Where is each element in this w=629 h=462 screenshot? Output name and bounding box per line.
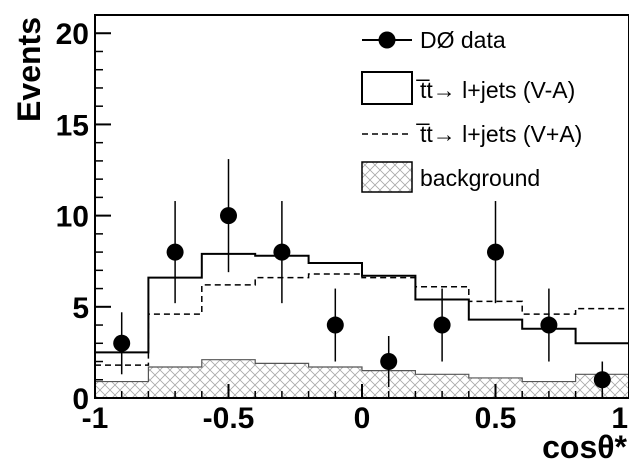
y-tick-label: 10 [56,201,89,234]
y-tick-label: 0 [72,383,89,416]
axis-ticks-layer: 0 5 10 15 20 -1 -0.5 0 0.5 1 [56,18,629,435]
data-point [540,316,558,334]
legend-label-vpa: t̅t→ l+jets (V+A) [416,121,582,147]
vpa-histogram-layer [95,273,629,366]
data-point [273,243,291,261]
legend-label-background: background [420,165,540,191]
x-tick-label: 1 [611,402,628,435]
legend-label-va: t̅t→ l+jets (V-A) [416,77,575,103]
x-tick-label: -1 [82,402,109,435]
y-tick-label: 5 [72,292,89,325]
legend-label-data: DØ data [420,27,506,53]
va-histogram-line [95,252,629,354]
legend-va-box-icon [361,71,413,105]
data-point [433,316,451,334]
legend-entry-data: DØ data [362,27,506,53]
x-tick-label: 0 [354,402,371,435]
legend-entry-background: background [361,161,540,193]
legend-entry-va: t̅t→ l+jets (V-A) [361,71,575,105]
vpa-histogram-line [95,273,629,366]
data-point [220,207,237,225]
data-point [593,371,611,389]
x-tick-label: -0.5 [203,402,255,435]
data-point [113,334,131,352]
legend-entry-vpa: t̅t→ l+jets (V+A) [362,121,582,147]
data-point [380,353,398,371]
legend-background-hatch-icon [361,161,413,193]
va-histogram-layer [95,252,629,354]
x-axis-title: cosθ* [542,429,627,462]
y-tick-label: 20 [56,18,89,51]
data-points-layer [113,159,611,398]
background-histogram-outline [95,359,629,383]
y-axis-title: Events [11,17,47,122]
data-point [166,243,184,261]
legend-data-marker-icon [378,31,396,49]
data-point [487,243,504,261]
legend: DØ data t̅t→ l+jets (V-A) t̅t→ l+jets (V… [361,27,582,193]
x-tick-label: 0.5 [475,402,517,435]
data-point [326,316,344,334]
y-tick-label: 15 [56,109,89,142]
